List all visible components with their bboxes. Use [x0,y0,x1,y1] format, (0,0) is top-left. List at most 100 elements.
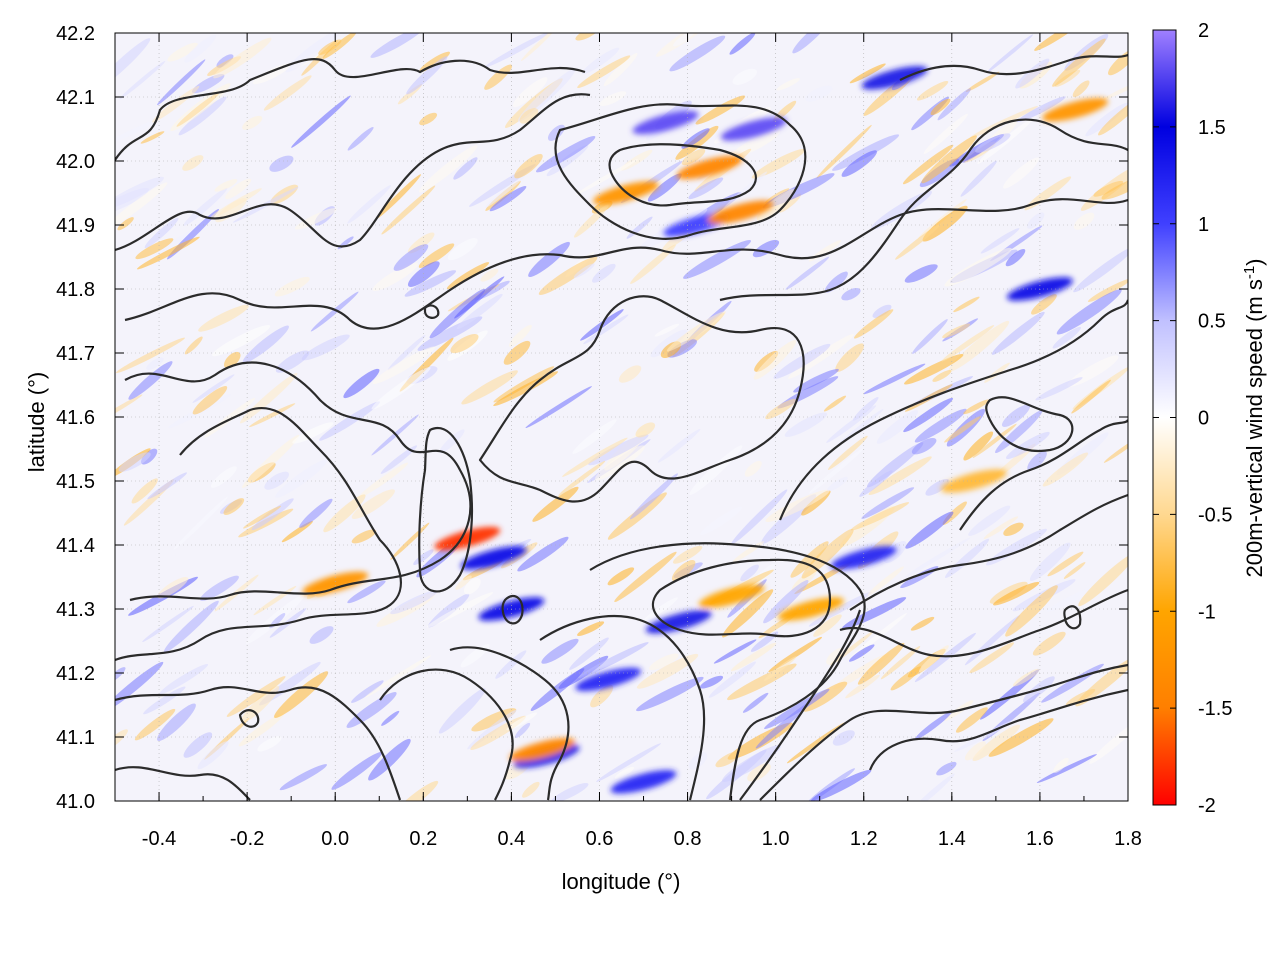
field-streak [786,722,846,764]
field-streak [184,336,203,355]
field-streak [198,304,249,332]
field-streak [419,112,438,126]
field-streak [751,148,806,179]
field-streak [381,185,436,235]
field-streak [167,42,198,62]
field-streak [480,268,499,282]
field-streak [1108,48,1128,76]
field-streak [792,33,830,54]
field-streak [419,51,451,72]
field-streak [438,688,486,734]
hotspot [940,469,1007,493]
colorbar-tick-label: -2 [1198,795,1216,817]
field-streak [541,638,579,664]
field-streak [921,135,977,184]
field-streak [558,655,609,689]
y-tick-label: 41.8 [56,279,95,301]
y-tick-label: 41.7 [56,343,95,365]
field-streak [1001,404,1031,428]
field-streak [225,178,252,200]
field-streak [914,408,967,443]
field-streak [351,529,377,544]
x-tick-label: 0.0 [321,828,349,850]
contour-line [985,396,1074,453]
field-streak [583,314,629,345]
colorbar-tick-label: -1.5 [1198,698,1232,720]
field-streak [535,136,596,173]
field-streak [842,597,907,629]
field-streak [163,600,219,653]
field-streak [146,357,164,370]
field-streak [508,324,532,347]
field-streak [575,158,639,196]
field-streak [192,374,235,403]
field-streak [447,238,478,261]
field-streak [375,174,421,220]
field-streak [1012,668,1040,687]
y-tick-label: 41.3 [56,599,95,621]
field-streak [903,397,953,433]
field-streak [755,701,811,749]
field-streak [1101,176,1128,200]
contour-line [899,53,1128,81]
field-streak [618,365,642,383]
field-streak [657,428,701,463]
field-streak [914,632,976,683]
field-streak [489,186,527,212]
contour-line [651,558,832,638]
field-streak [347,127,374,151]
colorbar-tick-label: 0 [1198,408,1209,430]
field-streak [197,741,229,770]
x-tick-label: 0.6 [586,828,614,850]
field-streak [592,263,616,283]
field-streak [292,422,334,444]
field-streak [238,713,285,747]
field-streak [1042,452,1089,487]
field-streak [118,452,151,472]
field-streak [182,155,204,171]
field-streak [995,410,1043,453]
field-streak [850,613,907,659]
field-streak [708,661,756,698]
field-streak [859,470,893,497]
contour-line [849,493,1128,611]
field-streak [904,353,964,385]
field-streak [764,688,830,730]
field-streak [647,173,682,202]
field-streak [446,262,490,290]
field-streak [279,764,328,791]
field-streak [1005,248,1026,267]
field-streak [902,144,954,185]
hotspot [861,66,928,90]
field-streak [832,134,900,171]
field-streak [722,589,774,638]
field-streak [784,412,828,437]
field-streak [732,68,757,85]
field-streak [257,736,282,752]
field-streak [986,34,1034,73]
field-streak [546,145,589,177]
field-streak [1005,585,1058,637]
field-streak [944,416,982,443]
field-streak [968,505,1011,536]
field-streak [941,325,995,362]
field-streak [955,707,988,733]
field-streak [210,466,237,488]
field-streak [937,88,971,121]
field-streak [393,780,439,801]
field-streak [157,576,189,599]
field-streak [204,397,256,438]
field-streak [506,712,538,731]
hotspot [698,584,765,608]
field-streak [912,773,955,801]
field-streak [147,472,187,500]
field-streak [520,33,558,62]
field-streak [1003,522,1024,536]
field-streak [675,125,719,160]
field-streak [1063,562,1086,579]
field-streak [450,334,479,354]
field-streak [953,296,980,313]
contour-line [449,646,570,801]
field-streak [1087,278,1128,302]
y-tick-label: 42.2 [56,23,95,45]
